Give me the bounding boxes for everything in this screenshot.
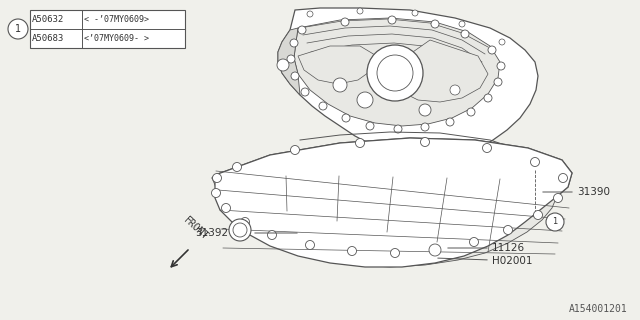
Circle shape [8, 19, 28, 39]
Circle shape [488, 46, 496, 54]
Circle shape [305, 241, 314, 250]
Circle shape [233, 223, 247, 237]
Circle shape [484, 94, 492, 102]
Circle shape [307, 11, 313, 17]
Circle shape [429, 244, 441, 256]
Text: 31390: 31390 [577, 187, 610, 197]
Circle shape [470, 237, 479, 246]
Circle shape [241, 218, 250, 227]
Circle shape [419, 104, 431, 116]
Circle shape [232, 163, 241, 172]
Circle shape [483, 143, 492, 153]
Text: 1: 1 [15, 24, 21, 34]
Circle shape [499, 39, 505, 45]
Circle shape [390, 249, 399, 258]
Circle shape [355, 139, 365, 148]
Text: H02001: H02001 [492, 256, 532, 266]
Polygon shape [294, 18, 500, 126]
Circle shape [461, 30, 469, 38]
Circle shape [277, 59, 289, 71]
Circle shape [450, 85, 460, 95]
Text: FRONT: FRONT [182, 215, 211, 242]
Circle shape [497, 62, 505, 70]
Circle shape [467, 108, 475, 116]
Circle shape [421, 123, 429, 131]
Circle shape [494, 78, 502, 86]
Circle shape [554, 194, 563, 203]
Circle shape [357, 8, 363, 14]
Circle shape [431, 245, 440, 254]
Circle shape [268, 230, 276, 239]
Circle shape [290, 39, 298, 47]
Circle shape [420, 138, 429, 147]
Circle shape [394, 125, 402, 133]
Polygon shape [278, 8, 538, 160]
Circle shape [287, 55, 295, 63]
Text: <’07MY0609- >: <’07MY0609- > [84, 34, 149, 43]
Circle shape [366, 122, 374, 130]
Circle shape [388, 16, 396, 24]
Circle shape [298, 26, 306, 34]
Circle shape [342, 114, 350, 122]
Text: 31392: 31392 [195, 228, 228, 238]
Polygon shape [212, 138, 572, 215]
Circle shape [319, 102, 327, 110]
Circle shape [291, 146, 300, 155]
Text: 11126: 11126 [492, 243, 525, 253]
Circle shape [341, 18, 349, 26]
Circle shape [559, 173, 568, 182]
Text: < -’07MY0609>: < -’07MY0609> [84, 15, 149, 24]
Circle shape [377, 55, 413, 91]
Circle shape [367, 45, 423, 101]
Polygon shape [278, 28, 300, 95]
Circle shape [534, 211, 543, 220]
Circle shape [446, 118, 454, 126]
Circle shape [291, 72, 299, 80]
Polygon shape [215, 138, 572, 267]
Circle shape [504, 226, 513, 235]
Text: 1: 1 [552, 218, 557, 227]
Polygon shape [395, 40, 488, 102]
Circle shape [357, 92, 373, 108]
Circle shape [221, 204, 230, 212]
Circle shape [531, 157, 540, 166]
Circle shape [348, 246, 356, 255]
Circle shape [229, 219, 251, 241]
Circle shape [301, 88, 309, 96]
Circle shape [212, 173, 221, 182]
Circle shape [459, 21, 465, 27]
Circle shape [211, 188, 221, 197]
FancyBboxPatch shape [30, 10, 185, 48]
Circle shape [333, 78, 347, 92]
Circle shape [412, 10, 418, 16]
Polygon shape [212, 175, 558, 267]
Text: A154001201: A154001201 [569, 304, 628, 314]
Polygon shape [298, 46, 375, 84]
Circle shape [546, 213, 564, 231]
Circle shape [431, 20, 439, 28]
Text: A50632: A50632 [32, 15, 64, 24]
Text: A50683: A50683 [32, 34, 64, 43]
